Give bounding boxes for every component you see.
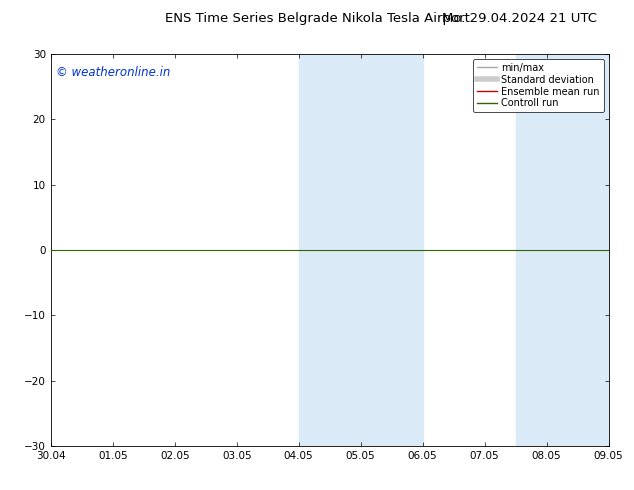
Bar: [536, 54, 609, 446]
Bar: [299, 54, 320, 446]
Bar: [320, 54, 423, 446]
Text: Mo. 29.04.2024 21 UTC: Mo. 29.04.2024 21 UTC: [443, 12, 597, 25]
Text: ENS Time Series Belgrade Nikola Tesla Airport: ENS Time Series Belgrade Nikola Tesla Ai…: [165, 12, 469, 25]
Text: © weatheronline.in: © weatheronline.in: [56, 66, 171, 79]
Legend: min/max, Standard deviation, Ensemble mean run, Controll run: min/max, Standard deviation, Ensemble me…: [473, 59, 604, 112]
Bar: [515, 54, 536, 446]
